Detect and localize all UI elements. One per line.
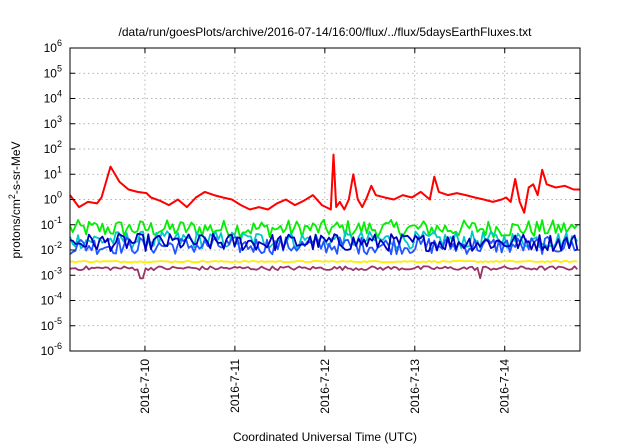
- y-tick-label: 104: [44, 89, 62, 106]
- y-tick-base: 10: [44, 167, 58, 181]
- y-tick-label: 10-5: [41, 316, 62, 333]
- x-axis-label: Coordinated Universal Time (UTC): [233, 430, 417, 444]
- y-tick-exponent: 3: [57, 114, 62, 124]
- y-tick-base: 10: [44, 193, 58, 207]
- x-tick-label: 2016-7-12: [318, 359, 332, 414]
- y-tick-exponent: -6: [54, 341, 62, 351]
- y-tick-base: 10: [41, 268, 55, 282]
- y-tick-exponent: 6: [57, 38, 62, 48]
- x-tick-label: 2016-7-11: [228, 359, 242, 413]
- y-tick-label: 10-1: [41, 215, 62, 232]
- y-tick-exponent: 4: [57, 89, 62, 99]
- y-tick-exponent: 2: [57, 139, 62, 149]
- y-tick-exponent: -3: [54, 265, 62, 275]
- y-tick-base: 10: [44, 142, 58, 156]
- y-tick-base: 10: [44, 117, 58, 131]
- y-tick-base: 10: [44, 92, 58, 106]
- x-tick-label: 2016-7-10: [138, 359, 152, 414]
- y-tick-base: 10: [41, 218, 55, 232]
- series-line-7: [69, 265, 578, 280]
- y-tick-label: 10-2: [41, 240, 62, 257]
- y-tick-label: 102: [44, 139, 62, 156]
- x-tick-label: 2016-7-13: [408, 359, 422, 414]
- y-axis-label-rest: -s-sr-MeV: [9, 141, 23, 194]
- y-tick-label: 105: [44, 63, 62, 80]
- y-tick-exponent: 5: [57, 63, 62, 73]
- y-tick-exponent: 0: [57, 190, 62, 200]
- y-tick-label: 100: [44, 190, 62, 207]
- y-tick-exponent: -2: [54, 240, 62, 250]
- y-tick-exponent: -5: [54, 316, 62, 326]
- y-tick-exponent: -1: [54, 215, 62, 225]
- y-tick-base: 10: [44, 66, 58, 80]
- y-tick-base: 10: [41, 294, 55, 308]
- y-tick-label: 103: [44, 114, 62, 131]
- series-line-5: [69, 232, 579, 253]
- y-tick-label: 106: [44, 38, 62, 55]
- x-axis-ticks: 2016-7-10 2016-7-11 2016-7-12 2016-7-13 2016…: [138, 48, 512, 414]
- y-axis-label-sup: 2: [7, 194, 17, 199]
- series-line-4: [69, 235, 578, 256]
- y-tick-base: 10: [41, 319, 55, 333]
- chart-title: /data/run/goesPlots/archive/2016-07-14/1…: [119, 25, 533, 39]
- series-line-1: [69, 153, 580, 214]
- y-axis-label-main: protons/cm: [9, 199, 23, 258]
- y-tick-label: 10-3: [41, 265, 62, 282]
- y-tick-exponent: -4: [54, 291, 62, 301]
- y-tick-base: 10: [41, 243, 55, 257]
- y-tick-label: 101: [44, 164, 62, 181]
- x-tick-label: 2016-7-14: [498, 359, 512, 414]
- y-tick-label: 10-4: [41, 291, 62, 308]
- y-tick-base: 10: [41, 344, 55, 358]
- y-tick-label: 10-6: [41, 341, 62, 358]
- grid-lines: [70, 48, 580, 351]
- y-axis-label: protons/cm2-s-sr-MeV: [7, 141, 23, 258]
- data-series-layer: [69, 153, 580, 280]
- y-tick-exponent: 1: [57, 164, 62, 174]
- y-axis-ticks: 10-610-510-410-310-210-11001011021031041…: [41, 38, 580, 358]
- series-line-2: [69, 219, 578, 239]
- y-tick-base: 10: [44, 41, 58, 55]
- series-line-6: [69, 259, 578, 264]
